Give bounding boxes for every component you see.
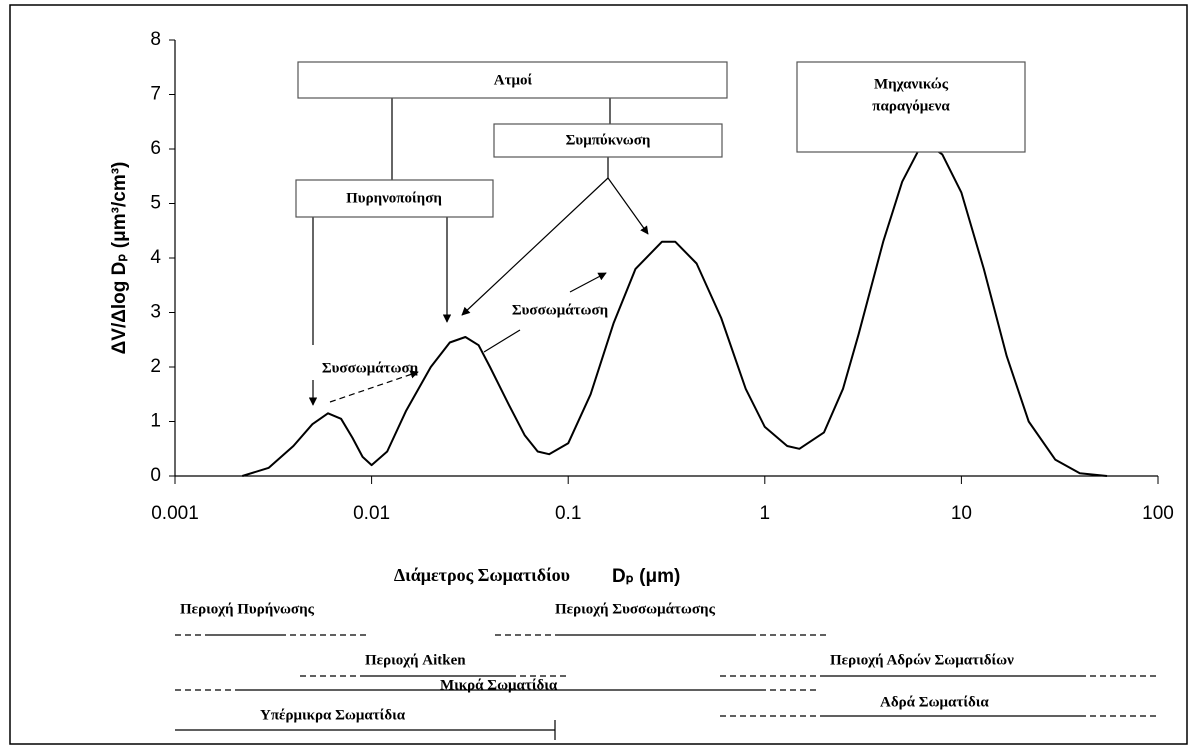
annotation: παραγόμενα [872,98,950,114]
range-line [175,720,556,740]
x-tick-label: 0.1 [555,503,581,524]
frame [9,4,1188,745]
annotation-box [493,123,723,158]
x-axis-unit: Dₚ (μm) [612,566,680,587]
arrow [569,272,607,293]
x-tick-label: 0.001 [151,503,199,524]
annotation: Συμπύκνωση [566,132,651,148]
plot-area: 0 1 2 3 4 5 6 7 8 0.001 0.01 0.1 1 10 100 Διάμετρος Σωμ… [109,29,1174,587]
range-label: Περιοχή Aitken [365,652,466,668]
range-label: Μικρά Σωματίδια [440,677,558,693]
y-tick-label: 2 [150,356,161,377]
annotation-box [295,179,494,218]
x-tick-label: 10 [951,503,972,524]
arrow [461,177,609,316]
arrow [329,370,419,403]
range-label: Υπέρμικρα Σωματίδια [260,707,406,723]
range-label: Αδρά Σωματίδια [880,694,989,710]
range-label: Περιοχή Συσσωμάτωσης [555,601,716,617]
y-tick-label: 3 [150,302,161,323]
x-tick-label: 0.01 [353,503,390,524]
arrow [607,177,649,235]
x-axis-label: Διάμετρος Σωματιδίου [394,565,570,585]
range-label: Περιοχή Πυρήνωσης [180,601,315,617]
y-tick-label: 7 [150,84,161,105]
range-label: Περιοχή Αδρών Σωματιδίων [830,652,1014,668]
y-tick-label: 1 [150,411,161,432]
annotation-box [297,61,728,99]
y-tick-label: 4 [150,247,161,268]
arrow [483,329,521,353]
annotation: Μηχανικώς [874,76,949,92]
annotation: Συσσωμάτωση [512,302,608,318]
annotation: Συσσωμάτωση [322,360,418,376]
y-tick-label: 5 [150,193,161,214]
annotation-box [796,61,1026,153]
y-tick-label: 0 [150,465,161,486]
x-tick-label: 100 [1142,503,1174,524]
x-tick-label: 1 [760,503,771,524]
annotation: Ατμοί [494,72,533,88]
y-tick-label: 8 [150,29,161,50]
y-axis-label: ΔV/Δlog Dₚ (μm³/cm³) [109,162,130,355]
annotation: Πυρηνοποίηση [346,190,442,206]
y-tick-label: 6 [150,138,161,159]
